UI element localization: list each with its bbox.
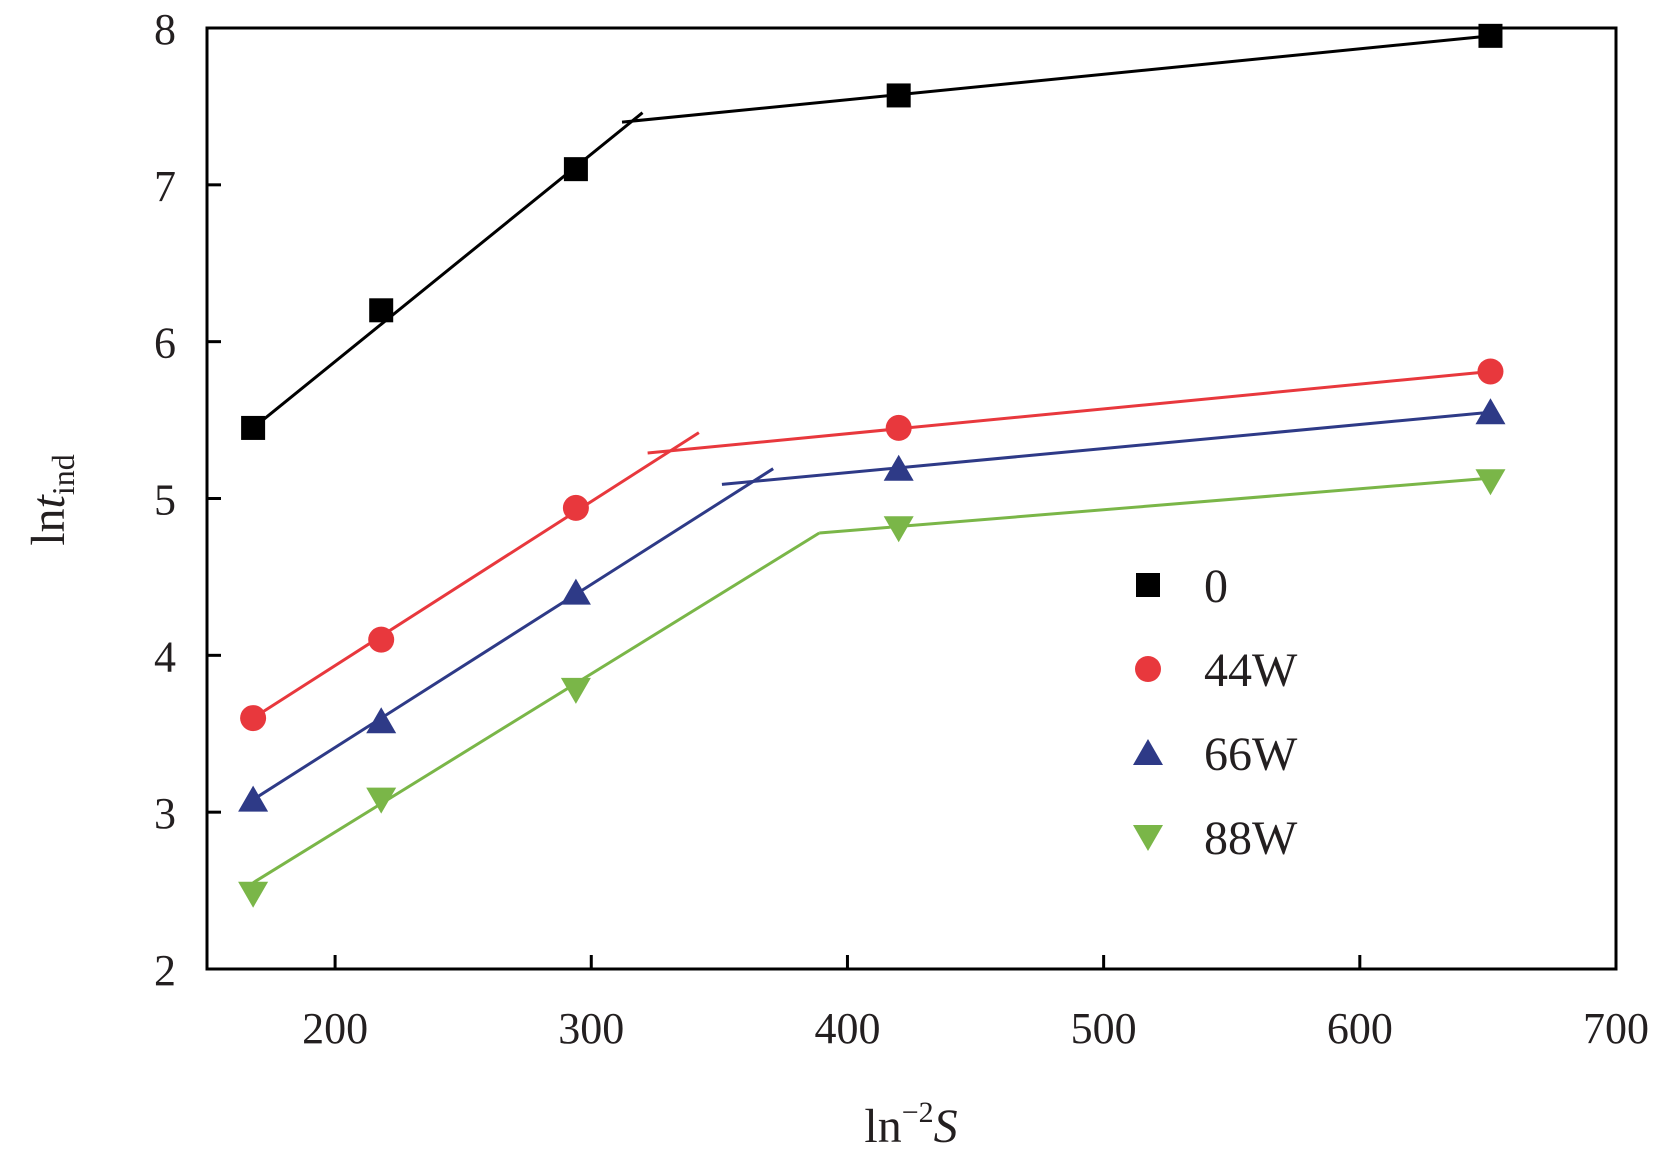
point-66W-3 (883, 454, 914, 481)
point-88W-4 (1475, 469, 1506, 496)
x-axis-label: ln−2S (864, 1096, 957, 1153)
fit-line-0-1 (621, 34, 1491, 124)
legend-marker-44W (1135, 656, 1161, 682)
fit-line-44W-1 (647, 369, 1491, 455)
fit-lines (252, 34, 1491, 885)
point-88W-1 (366, 787, 397, 814)
legend-label-0: 0 (1204, 560, 1228, 613)
legend-marker-88W (1133, 825, 1163, 851)
point-66W-0 (238, 785, 269, 812)
y-tick-label-3: 3 (154, 789, 176, 838)
fit-line-66W-0 (252, 467, 774, 801)
point-88W-2 (560, 677, 591, 704)
x-tick-label-600: 600 (1327, 1004, 1393, 1053)
y-tick-label-2: 2 (154, 946, 176, 995)
point-0-1 (369, 298, 394, 323)
y-axis-ticks: 2 3 4 5 6 7 8 (154, 5, 221, 995)
x-tick-label-500: 500 (1071, 1004, 1137, 1053)
point-0-3 (886, 83, 911, 108)
point-44W-0 (240, 705, 267, 732)
point-0-4 (1478, 23, 1503, 48)
point-66W-4 (1475, 398, 1506, 425)
y-tick-label-8: 8 (154, 5, 176, 54)
legend-marker-0 (1136, 573, 1160, 597)
y-axis-label-sub: ind (45, 454, 81, 495)
legend-marker-66W (1133, 739, 1163, 765)
point-88W-0 (238, 881, 269, 908)
point-66W-1 (366, 707, 397, 734)
fit-line-88W-1 (819, 476, 1491, 535)
point-44W-1 (368, 626, 395, 653)
x-tick-label-400: 400 (814, 1004, 880, 1053)
x-tick-label-200: 200 (302, 1004, 368, 1053)
legend-label-66W: 66W (1204, 728, 1298, 781)
point-44W-3 (885, 414, 912, 441)
x-tick-label-700: 700 (1583, 1004, 1649, 1053)
y-axis-label-main: ln (22, 508, 75, 545)
point-0-0 (241, 415, 266, 440)
point-44W-4 (1477, 358, 1504, 385)
point-44W-2 (562, 494, 589, 521)
fit-line-88W-0 (252, 531, 821, 885)
point-0-2 (563, 157, 588, 182)
legend-label-44W: 44W (1204, 644, 1298, 697)
data-markers (238, 23, 1506, 908)
y-tick-label-6: 6 (154, 319, 176, 368)
legend: 0 44W 66W 88W (1133, 560, 1298, 865)
plot-frame (205, 26, 1618, 971)
y-tick-label-5: 5 (154, 476, 176, 525)
y-tick-label-4: 4 (154, 632, 176, 681)
fit-line-44W-0 (252, 431, 700, 720)
x-axis-label-sup: −2 (902, 1096, 934, 1129)
point-88W-3 (883, 516, 914, 543)
y-axis-label: lntind (22, 454, 81, 546)
x-tick-label-300: 300 (558, 1004, 624, 1053)
y-tick-label-7: 7 (154, 162, 176, 211)
x-axis-ticks: 200 300 400 500 600 700 (302, 955, 1649, 1053)
fit-line-66W-1 (721, 410, 1491, 486)
legend-label-88W: 88W (1204, 812, 1298, 865)
point-66W-2 (560, 578, 591, 605)
y-axis-label-var: t (22, 493, 75, 508)
x-axis-label-main: ln (864, 1100, 901, 1153)
x-axis-label-var: S (934, 1100, 958, 1153)
